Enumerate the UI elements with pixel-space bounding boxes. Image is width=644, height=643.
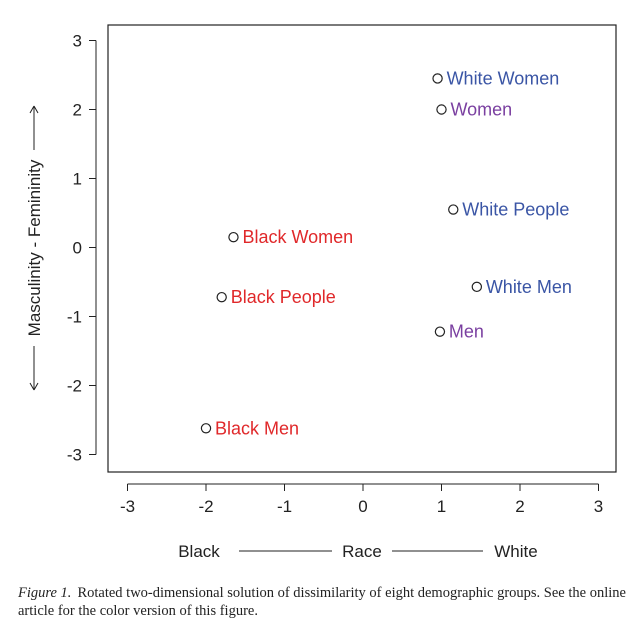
data-point [448, 204, 459, 215]
data-point [434, 326, 446, 337]
data-point-label: White Men [486, 277, 572, 297]
data-points: White Women Women White People White Men Men… [200, 68, 572, 438]
figure-caption: Figure 1. Rotated two-dimensional solutio… [18, 584, 626, 620]
x-axis: -3 -2 -1 0 1 2 3 [120, 483, 603, 516]
data-point-label: Black Women [242, 227, 353, 247]
figure-label: Figure 1. [18, 585, 72, 601]
x-tick-label: 3 [594, 497, 603, 516]
y-axis-arrowhead-top [29, 105, 39, 114]
y-axis: -3 -2 -1 0 1 2 3 [67, 32, 97, 465]
data-point-label: Women [451, 100, 513, 120]
y-axis-label: Masculinity - Femininity [25, 159, 44, 336]
y-axis-arrowhead-bottom [29, 382, 39, 391]
data-point-label: Black Men [215, 418, 299, 438]
x-tick-label: -1 [277, 497, 292, 516]
x-axis-label-left: Black [178, 542, 220, 561]
y-tick-label: -1 [67, 308, 82, 327]
x-axis-label-center: Race [342, 542, 382, 561]
caption-text: Rotated two-dimensional solution of diss… [18, 585, 626, 619]
x-tick-label: 0 [358, 497, 367, 516]
y-tick-label: 0 [73, 239, 82, 258]
plot-frame [107, 24, 617, 473]
y-tick-label: -2 [67, 377, 82, 396]
data-point [216, 291, 227, 303]
x-tick-label: -2 [198, 497, 213, 516]
y-tick-label: -3 [67, 446, 82, 465]
data-point [200, 423, 212, 434]
data-point-label: White Women [447, 68, 560, 88]
data-point [436, 104, 447, 115]
x-tick-label: 2 [515, 497, 524, 516]
y-axis-label-group: Masculinity - Femininity [25, 105, 44, 391]
x-tick-label: 1 [437, 497, 446, 516]
data-point [228, 231, 239, 243]
data-point-label: Black People [231, 287, 336, 307]
data-point-label: White People [462, 200, 569, 220]
x-axis-label-right: White [494, 542, 537, 561]
data-point [432, 73, 443, 84]
y-tick-label: 2 [73, 101, 82, 120]
data-point-label: Men [449, 322, 484, 342]
x-tick-label: -3 [120, 497, 135, 516]
data-point [471, 281, 483, 293]
y-tick-label: 1 [73, 170, 82, 189]
y-tick-label: 3 [73, 32, 82, 51]
